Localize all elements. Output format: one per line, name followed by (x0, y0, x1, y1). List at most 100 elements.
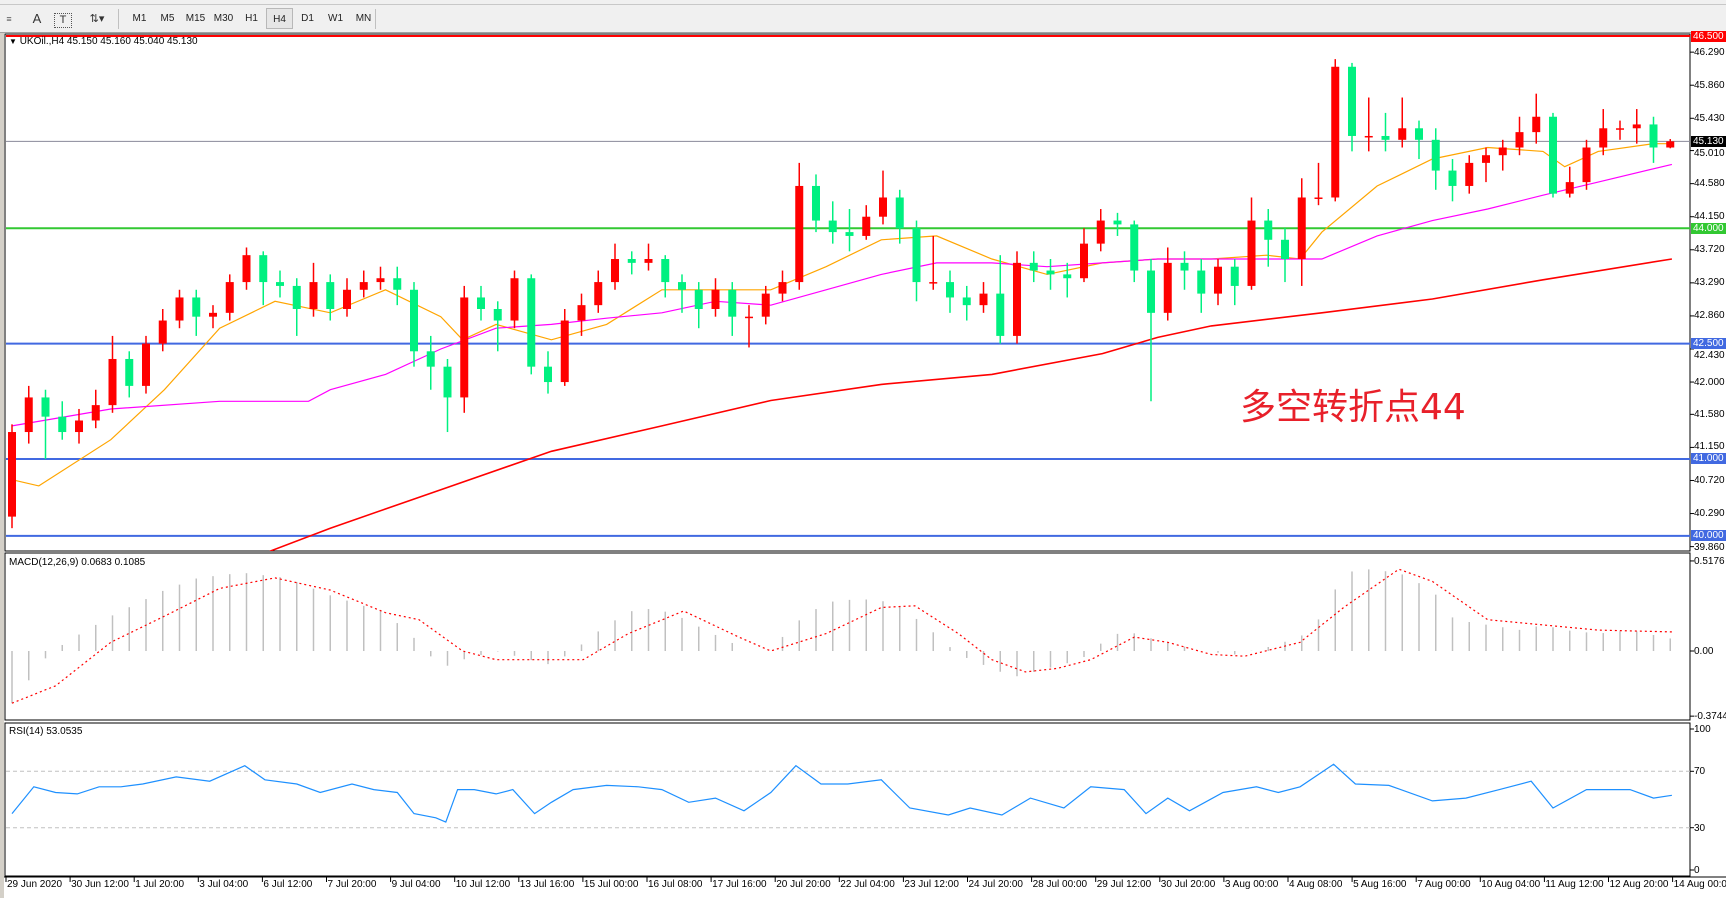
candle-body (343, 289, 351, 309)
candle (91, 389, 100, 429)
price-tick-label: 40.290 (1694, 508, 1725, 520)
candle-body (91, 405, 100, 421)
candle (292, 278, 301, 336)
grid-f-icon[interactable]: ≡ (6, 14, 12, 24)
candle-body (946, 282, 954, 298)
candle-body (895, 197, 904, 229)
candle-body (493, 308, 502, 321)
candle-body (560, 320, 569, 383)
timeframe-m5-button[interactable]: M5 (160, 13, 175, 24)
candle (1046, 259, 1055, 290)
candle (1314, 162, 1323, 206)
price-line-badge: 42.500 (1691, 338, 1726, 350)
current-price-badge: 45.130 (1691, 135, 1726, 147)
candle (1415, 120, 1423, 160)
time-axis-label: 6 Jul 12:00 (263, 879, 313, 890)
time-axis-label: 13 Jul 16:00 (519, 879, 575, 890)
time-axis-label: 12 Aug 20:00 (1609, 879, 1669, 890)
timeframe-h4-button[interactable]: H4 (266, 8, 293, 29)
candle (1147, 259, 1155, 402)
moving-average-line-3 (269, 258, 1673, 551)
candle-body (544, 366, 552, 383)
candle (1297, 178, 1306, 286)
time-axis-label: 10 Aug 04:00 (1481, 879, 1541, 890)
rsi-line (11, 763, 1672, 823)
time-axis-label: 7 Jul 20:00 (327, 879, 377, 890)
time-axis-label: 15 Jul 00:00 (583, 879, 639, 890)
candle-body (711, 289, 720, 309)
candle-body (812, 185, 820, 221)
candle (125, 351, 134, 398)
candle (477, 285, 485, 321)
candle-body (108, 358, 117, 406)
candle-body (1147, 270, 1155, 313)
price-tick-label: 42.430 (1694, 350, 1725, 362)
text-label-icon[interactable]: T (54, 13, 72, 28)
macd-panel-frame (4, 552, 1691, 721)
candle (728, 282, 737, 336)
price-tick-label: 42.860 (1694, 310, 1725, 322)
candle (879, 170, 887, 225)
candle (8, 424, 16, 529)
candle (929, 235, 938, 290)
text-a-icon[interactable]: A (32, 11, 42, 26)
time-axis-label: 16 Jul 08:00 (648, 879, 703, 890)
timeframe-mn-button[interactable]: MN (355, 13, 372, 24)
candle-body (996, 293, 1005, 336)
candle-body (594, 282, 603, 306)
price-tick-label: 41.150 (1694, 441, 1725, 453)
candle-body (1297, 197, 1306, 260)
candle-body (1013, 262, 1021, 336)
collapse-triangle-icon[interactable]: ▼ (9, 37, 17, 46)
candle (1247, 197, 1256, 290)
candle (862, 205, 871, 240)
candle-body (1180, 262, 1189, 271)
candle (1080, 228, 1088, 283)
candle-body (1415, 128, 1423, 140)
timeframe-m1-button[interactable]: M1 (132, 13, 147, 24)
time-axis-label: 24 Jul 20:00 (968, 879, 1024, 890)
candle-body (276, 282, 284, 286)
price-tick-label: 45.010 (1694, 147, 1725, 159)
candle-body (376, 278, 385, 283)
candle (443, 358, 452, 433)
candle-body (627, 259, 636, 263)
arrows-icon[interactable]: ⇅▾ (89, 13, 105, 25)
candle-body (1448, 170, 1457, 186)
candle (1163, 247, 1172, 321)
candle (979, 282, 988, 313)
time-axis-label: 22 Jul 04:00 (840, 879, 895, 890)
time-axis-label: 29 Jul 12:00 (1096, 879, 1152, 890)
time-axis-label: 4 Aug 08:00 (1289, 879, 1343, 890)
time-axis-label: 30 Jul 20:00 (1160, 879, 1216, 890)
candle-body (1532, 116, 1541, 133)
candle (209, 305, 217, 329)
candle (24, 385, 33, 444)
candle (1096, 209, 1105, 252)
candle (393, 266, 402, 306)
candle-body (209, 312, 217, 317)
price-tick-label: 44.580 (1694, 178, 1725, 190)
upper-toolbar-strip (0, 0, 1726, 5)
candle (845, 209, 854, 252)
timeframe-d1-button[interactable]: D1 (301, 13, 314, 24)
candle (1549, 112, 1557, 198)
candle (694, 282, 703, 329)
price-tick-label: 45.430 (1694, 112, 1725, 124)
macd-title: MACD(12,26,9) 0.0683 0.1085 (9, 557, 146, 568)
timeframe-m30-button[interactable]: M30 (213, 13, 234, 24)
candle (158, 308, 167, 352)
toolbar-separator (375, 9, 376, 29)
chart-window (0, 33, 1726, 898)
candle-body (1381, 135, 1390, 140)
price-tick-label: 40.720 (1694, 474, 1725, 486)
candle (1482, 147, 1490, 183)
candle (493, 301, 502, 352)
timeframe-w1-button[interactable]: W1 (328, 13, 343, 24)
candle (996, 255, 1005, 344)
timeframe-m15-button[interactable]: M15 (185, 13, 206, 24)
candle (1197, 259, 1206, 313)
timeframe-h1-button[interactable]: H1 (245, 13, 258, 24)
candle (1180, 251, 1189, 290)
